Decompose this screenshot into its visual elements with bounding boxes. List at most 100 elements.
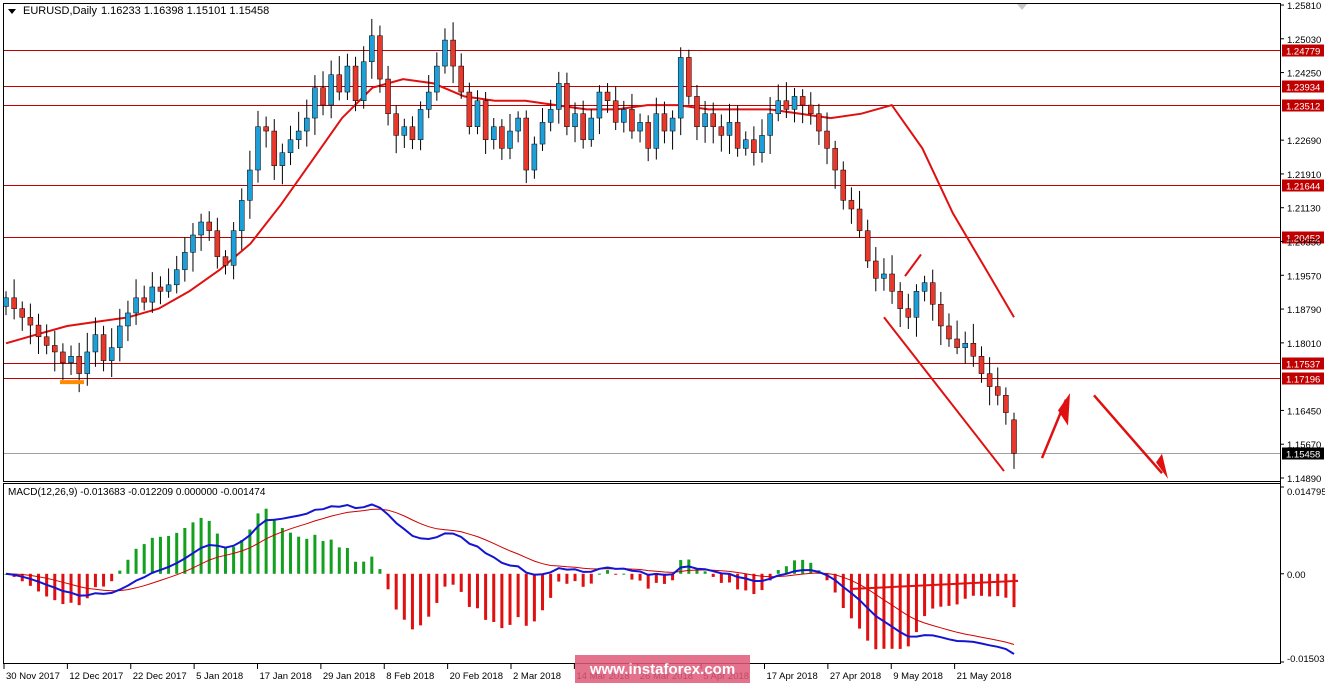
candle-body — [718, 126, 725, 136]
candle-body — [271, 130, 278, 166]
candle-body — [816, 113, 822, 132]
macd-histogram-bar — [947, 573, 951, 606]
macd-histogram-bar — [378, 569, 382, 574]
price-tick-label: 1.16450 — [1287, 406, 1321, 417]
candle-body — [255, 126, 261, 171]
level-label: 1.17196 — [1286, 375, 1320, 386]
up-arrow-head — [1058, 393, 1070, 426]
candle-body — [808, 104, 814, 114]
candle-body — [499, 126, 505, 149]
macd-histogram-bar — [69, 573, 73, 603]
macd-histogram-bar — [801, 559, 805, 574]
level-label-box — [1282, 231, 1324, 244]
candle-body — [564, 83, 570, 127]
candle-body — [694, 96, 700, 127]
candle-body — [677, 57, 684, 119]
candle-body — [734, 122, 741, 149]
candle-body — [117, 325, 123, 348]
candle-body — [913, 291, 920, 318]
macd-histogram-bar — [736, 573, 740, 590]
candle-body — [263, 126, 269, 132]
candle-body — [35, 324, 42, 338]
price-tick-label: 1.20350 — [1287, 238, 1321, 249]
macd-histogram-bar — [793, 560, 797, 574]
date-tick-label: 29 Jan 2018 — [323, 671, 375, 682]
macd-histogram-bar — [484, 573, 488, 620]
macd-histogram-bar — [541, 573, 545, 611]
macd-histogram-bar — [175, 532, 179, 574]
watermark: www.instaforex.com — [575, 655, 750, 683]
candle-body — [165, 284, 172, 292]
candle-body — [474, 100, 481, 127]
macd-histogram-bar — [394, 573, 398, 610]
candle-body — [539, 122, 546, 145]
macd-histogram-bar — [597, 573, 601, 575]
macd-histogram-bar — [459, 573, 463, 592]
candle-body — [182, 252, 188, 270]
macd-indicator — [4, 503, 1019, 655]
macd-histogram-bar — [508, 573, 512, 625]
price-tick-label: 1.14890 — [1287, 474, 1321, 485]
macd-histogram-bar — [776, 570, 780, 574]
candle-body — [621, 109, 627, 123]
chart-header: EURUSD,Daily 1.16233 1.16398 1.15101 1.1… — [8, 5, 269, 17]
candle-body — [279, 152, 286, 166]
price-tick-label: 1.25810 — [1287, 1, 1321, 12]
candle-body — [425, 91, 432, 110]
candle-body — [247, 169, 253, 201]
macd-histogram-bar — [199, 517, 203, 574]
horizontal-levels — [4, 50, 1280, 454]
dropdown-triangle-icon[interactable] — [8, 8, 16, 14]
candle-body — [27, 317, 34, 326]
macd-histogram-bar — [443, 573, 447, 587]
candle-body — [19, 308, 26, 318]
candle-body — [295, 130, 302, 140]
macd-histogram-bar — [589, 573, 593, 584]
macd-signal-line — [5, 508, 1015, 645]
candle-body — [946, 325, 952, 340]
macd-histogram-bar — [313, 534, 317, 574]
candle-body — [344, 65, 351, 93]
candle-body — [352, 65, 359, 101]
candle-body — [3, 297, 9, 307]
macd-histogram-bar — [289, 532, 293, 574]
candles — [3, 18, 1017, 469]
moving-average — [5, 78, 1015, 345]
candle-body — [377, 35, 383, 80]
candle-body — [43, 336, 50, 346]
macd-histogram-bar — [248, 529, 252, 574]
macd-histogram-bar — [215, 533, 219, 574]
candle-body — [417, 109, 424, 140]
candle-body — [848, 200, 855, 210]
candle-body — [791, 96, 798, 110]
candle-body — [751, 139, 757, 153]
candle-body — [775, 100, 782, 114]
date-tick-label: 30 Nov 2017 — [6, 671, 60, 682]
candle-body — [645, 122, 651, 149]
down-arrow-head — [1156, 453, 1168, 479]
level-label-box — [1282, 99, 1324, 112]
macd-histogram-bar — [744, 573, 748, 591]
ma-line — [5, 78, 1015, 345]
macd-histogram-bar — [979, 573, 983, 596]
macd-histogram-bar — [549, 573, 553, 598]
date-tick-label: 27 Apr 2018 — [830, 671, 881, 682]
channel-swing-line — [904, 253, 922, 277]
price-tick-label: 1.19570 — [1287, 271, 1321, 282]
candle-body — [588, 117, 595, 140]
macd-histogram-bar — [305, 538, 309, 574]
candle-body — [824, 130, 830, 149]
level-label-box — [1282, 179, 1324, 192]
candle-body — [287, 139, 294, 153]
macd-histogram-bar — [939, 573, 943, 607]
macd-histogram-bar — [662, 573, 666, 584]
candle-body — [442, 39, 448, 67]
candle-body — [962, 343, 968, 348]
macd-histogram-bar — [410, 573, 414, 630]
candle-body — [92, 334, 99, 353]
candle-body — [320, 87, 326, 106]
level-label: 1.23934 — [1286, 83, 1320, 94]
candle-body — [1003, 395, 1009, 413]
date-tick-label: 2 Mar 2018 — [513, 671, 561, 682]
